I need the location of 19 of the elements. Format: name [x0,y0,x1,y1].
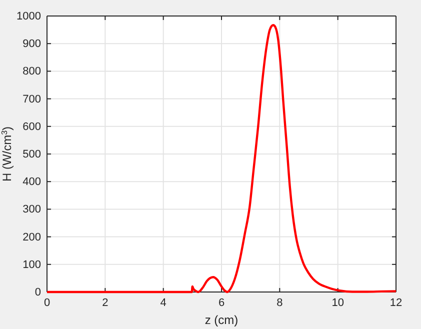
y-tick-label: 100 [22,258,41,271]
y-tick-label: 300 [22,204,41,216]
x-tick-label: 12 [390,296,402,309]
y-tick-label: 600 [22,120,41,133]
x-axis-title: z (cm) [204,313,238,327]
x-tick-label: 10 [332,296,344,309]
y-tick-label: 1000 [16,10,41,23]
y-tick-label: 500 [22,148,41,161]
y-tick-label: 0 [34,286,41,299]
y-tick-label: 900 [22,38,41,50]
y-tick-label: 400 [22,176,41,188]
x-tick-label: 4 [160,296,166,309]
y-tick-label: 200 [22,231,41,244]
x-tick-label: 0 [44,296,50,309]
x-tick-label: 6 [218,296,225,309]
y-tick-label: 700 [22,93,41,106]
x-tick-label: 2 [102,296,108,309]
y-tick-label: 800 [22,66,41,78]
x-tick-label: 8 [276,296,283,309]
